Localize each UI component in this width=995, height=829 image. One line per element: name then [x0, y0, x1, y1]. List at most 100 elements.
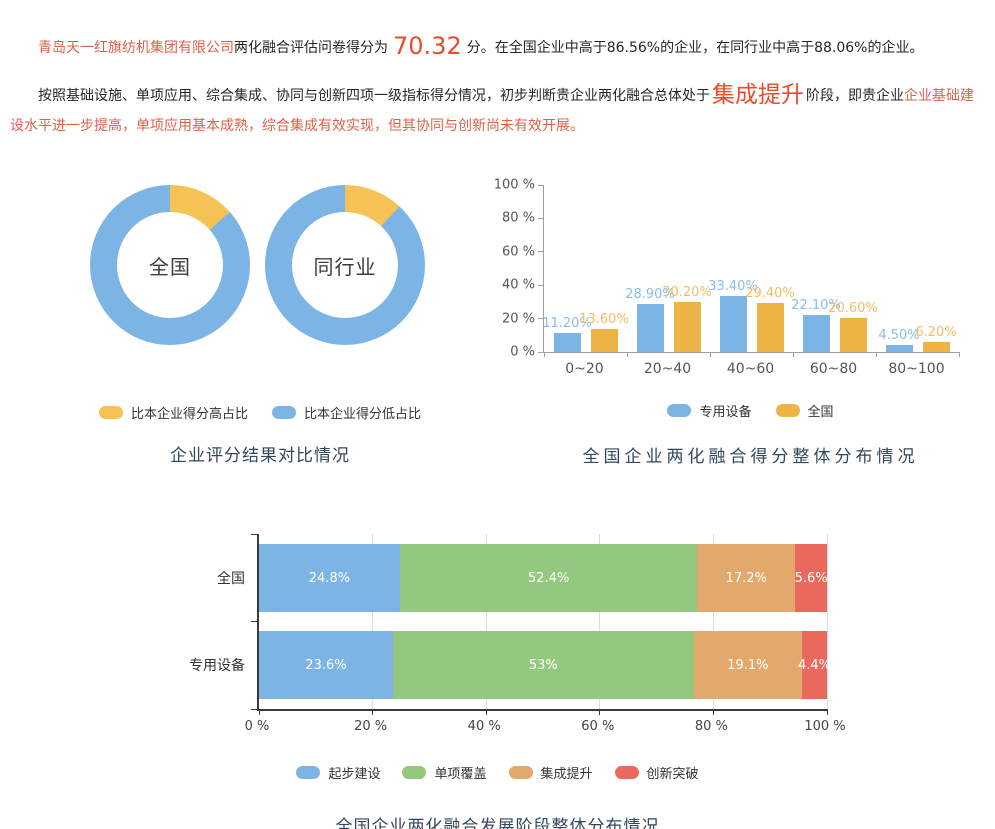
- y-axis-tick-mark: [251, 533, 257, 535]
- stage-analysis: 按照基础设施、单项应用、综合集成、协同与创新四项一级指标得分情况，初步判断贵企业…: [10, 80, 985, 141]
- donut-legend: 比本企业得分高占比 比本企业得分低占比: [60, 403, 460, 422]
- bar-legend: 专用设备 全国: [543, 401, 958, 420]
- legend-label: 比本企业得分低占比: [304, 407, 422, 422]
- donut-center-label: 全国: [117, 212, 223, 318]
- legend-swatch-icon: [402, 766, 427, 779]
- legend-swatch-icon: [98, 406, 123, 419]
- y-axis-tick-mark: [538, 284, 543, 286]
- legend-swatch-icon: [614, 766, 639, 779]
- bar: 4.50%: [878, 328, 920, 352]
- y-axis-tick-label: 80 %: [501, 210, 535, 226]
- legend-label: 集成提升: [540, 767, 593, 782]
- legend-item[interactable]: 全国: [775, 401, 834, 420]
- score-value: 70.32: [393, 32, 462, 60]
- bar: 30.20%: [662, 285, 712, 352]
- x-axis-tick-label: 60 %: [581, 719, 615, 734]
- legend-label: 全国: [807, 405, 834, 420]
- bar-group: 28.90% 30.20%: [625, 185, 712, 352]
- legend-item[interactable]: 专用设备: [667, 401, 752, 420]
- x-axis-tick-label: 100 %: [804, 719, 846, 734]
- x-axis-tick-label: 80 %: [694, 719, 728, 734]
- bar-category-axis: 0~20 20~40 40~60 60~80 80~100: [543, 361, 958, 377]
- analysis-part1: 按照基础设施、单项应用、综合集成、协同与创新四项一级指标得分情况，初步判断贵企业…: [38, 88, 710, 104]
- y-axis-tick-label: 60 %: [501, 244, 535, 260]
- legend-item[interactable]: 比本企业得分低占比: [272, 403, 421, 422]
- bar-value-label: 6.20%: [915, 324, 957, 340]
- stacked-segment: 5.6%: [795, 544, 828, 612]
- y-axis-category-label: 专用设备: [189, 658, 245, 674]
- x-axis-tick-mark: [826, 709, 828, 715]
- grid-line: [599, 534, 601, 709]
- bar: 29.40%: [745, 286, 795, 352]
- grid-line: [485, 534, 487, 709]
- y-axis-tick-label: 100 %: [493, 177, 535, 193]
- bar: 22.10%: [791, 298, 841, 352]
- bar-group: 33.40% 29.40%: [708, 185, 795, 352]
- legend-swatch-icon: [775, 404, 800, 417]
- score-summary: 青岛天一红旗纺机集团有限公司两化融合评估问卷得分为 70.32 分。在全国企业中高于…: [10, 34, 985, 60]
- y-axis-tick-mark: [538, 318, 543, 320]
- legend-label: 起步建设: [328, 767, 381, 782]
- analysis-part3: 企业基础建设水平进一步提高，单项应用基本成熟，综合集成有效实现，但其协同与创新尚…: [10, 88, 974, 134]
- donut-row: 全国 同行业: [60, 185, 460, 345]
- segment-value-label: 4.4%: [798, 657, 832, 673]
- legend-item[interactable]: 单项覆盖: [402, 763, 487, 782]
- bar-value-label: 30.20%: [662, 284, 712, 300]
- stage-name: 集成提升: [712, 82, 804, 108]
- stacked-segment: 17.2%: [697, 544, 796, 612]
- donut-center-label: 同行业: [292, 212, 398, 318]
- x-axis-category-label: 20~40: [643, 361, 692, 377]
- legend-item[interactable]: 起步建设: [296, 763, 380, 782]
- analysis-part2: 阶段，即贵企业: [806, 88, 904, 104]
- stacked-segment: 19.1%: [693, 631, 803, 699]
- bar: 13.60%: [579, 312, 629, 352]
- donut-chart: 同行业: [265, 185, 425, 345]
- legend-item[interactable]: 创新突破: [614, 763, 699, 782]
- legend-label: 创新突破: [646, 767, 699, 782]
- bar: 33.40%: [708, 279, 758, 352]
- bar-group: 11.20% 13.60%: [542, 185, 629, 352]
- x-axis-tick-mark: [599, 709, 601, 715]
- bar-group: 4.50% 6.20%: [876, 185, 959, 352]
- bar-value-label: 29.40%: [745, 285, 795, 301]
- x-axis-tick-mark: [372, 709, 374, 715]
- segment-value-label: 53%: [528, 657, 558, 673]
- x-axis-category-label: 80~100: [888, 361, 945, 377]
- stacked-segment: 23.6%: [259, 631, 393, 699]
- legend-item[interactable]: 比本企业得分高占比: [98, 403, 248, 422]
- y-axis-tick-mark: [538, 251, 543, 253]
- segment-value-label: 24.8%: [308, 570, 351, 586]
- bar-value-label: 13.60%: [579, 312, 629, 328]
- legend-item[interactable]: 集成提升: [508, 763, 593, 782]
- y-axis-tick-mark: [251, 621, 257, 622]
- score-distribution-chart: 0 % 20 % 40 % 60 % 80 % 100 % 11.20% 13.60% 28.9…: [493, 175, 967, 467]
- stacked-plot-area: 24.8% 52.4% 17.2% 5.6% 全国 23.6% 53% 19.1% 4.4% 专用…: [189, 533, 831, 715]
- x-axis-tick-label: 0 %: [244, 719, 270, 734]
- stage-distribution-chart: 24.8% 52.4% 17.2% 5.6% 全国 23.6% 53% 19.1% 4.4% 专用…: [0, 510, 995, 829]
- grid-line: [372, 534, 374, 709]
- segment-value-label: 17.2%: [725, 570, 767, 586]
- bar-value-label: 22.10%: [791, 298, 841, 314]
- segment-value-label: 52.4%: [528, 570, 570, 586]
- stacked-segment: 4.4%: [798, 631, 831, 699]
- legend-swatch-icon: [667, 404, 692, 417]
- legend-label: 比本企业得分高占比: [130, 407, 248, 422]
- stacked-legend: 起步建设 单项覆盖 集成提升 创新突破: [0, 763, 995, 782]
- company-name: 青岛天一红旗纺机集团有限公司: [38, 40, 234, 56]
- x-axis-tick-mark: [875, 352, 877, 357]
- segment-value-label: 23.6%: [305, 657, 347, 673]
- donut-comparison-chart: 全国 同行业 比本企业得分高占比 比本企业得分低占比 企业评分结果对比情况: [60, 175, 460, 466]
- stacked-chart-title: 全国企业两化融合发展阶段整体分布情况: [335, 817, 660, 829]
- grid-line: [712, 534, 714, 709]
- x-axis-tick-mark: [958, 352, 960, 357]
- x-axis-tick-mark: [258, 709, 260, 715]
- bar: 6.20%: [915, 325, 957, 352]
- bar-value-label: 11.20%: [542, 316, 592, 332]
- bar-value-label: 4.50%: [878, 327, 920, 343]
- donut-chart-title: 企业评分结果对比情况: [170, 446, 350, 466]
- legend-swatch-icon: [296, 766, 321, 779]
- x-axis-category-label: 40~60: [726, 361, 775, 377]
- x-axis-tick-label: 20 %: [354, 719, 388, 734]
- x-axis-tick-mark: [626, 352, 628, 357]
- bar-group: 22.10% 20.60%: [791, 185, 878, 352]
